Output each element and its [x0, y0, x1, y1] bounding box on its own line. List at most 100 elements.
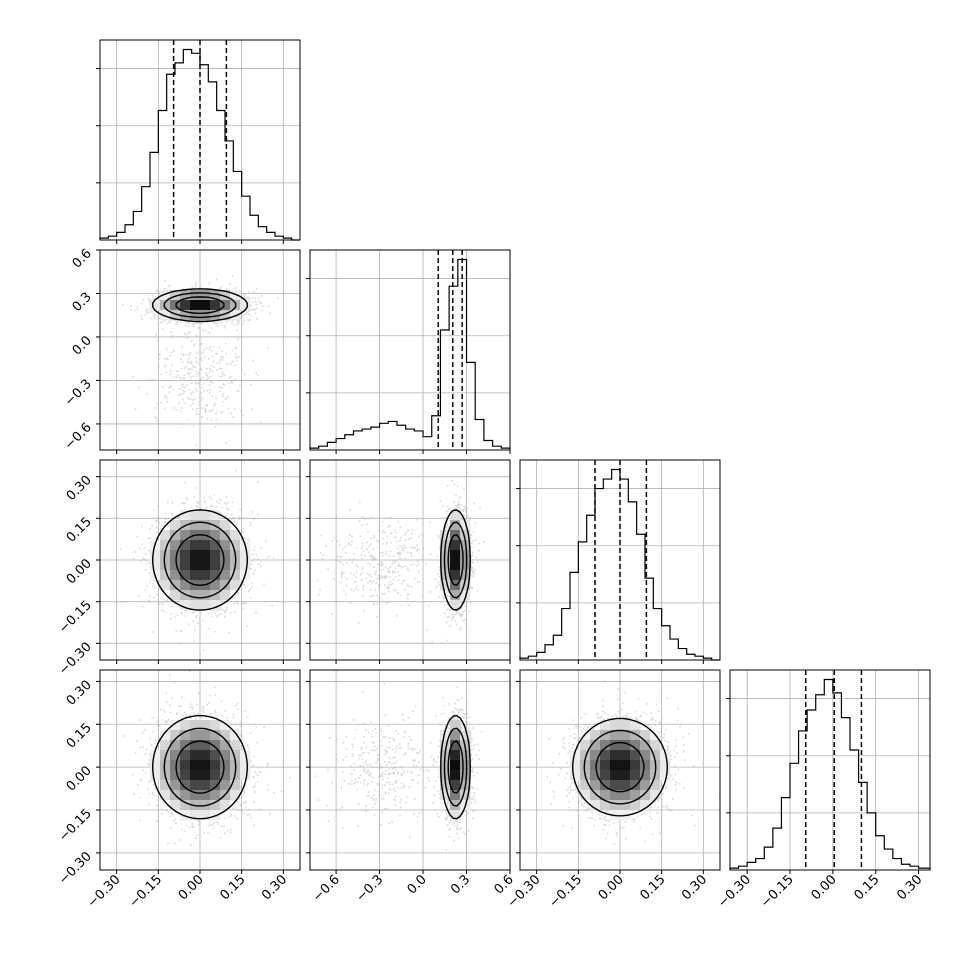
density-cell	[200, 600, 211, 611]
density-cell	[450, 810, 461, 821]
panel-content	[100, 250, 300, 450]
density-cell	[590, 770, 601, 781]
density-cell	[220, 520, 231, 531]
density-cell	[190, 740, 201, 751]
density-cell	[450, 560, 461, 571]
density-cell	[180, 600, 191, 611]
contour-line	[152, 714, 248, 820]
density-cell	[160, 570, 171, 581]
density-cell	[200, 750, 211, 761]
density-cell	[170, 720, 181, 731]
density-cell	[220, 530, 231, 541]
density-cell	[230, 750, 241, 761]
density-cell	[200, 810, 211, 821]
density-cell	[160, 760, 171, 771]
density-cell	[630, 800, 641, 811]
density-cell	[620, 780, 631, 791]
density-cell	[450, 550, 461, 561]
density-cell	[200, 510, 211, 521]
y-tick-label: 0.6	[70, 246, 95, 271]
density-cell	[600, 720, 611, 731]
y-tick-label: 0.3	[70, 290, 95, 315]
density-cell	[620, 760, 631, 771]
density-cell	[660, 770, 671, 781]
density-cell	[220, 720, 231, 731]
density-cell	[190, 720, 201, 731]
density-cell	[210, 730, 221, 741]
x-tick-label: 0.30	[259, 872, 290, 903]
y-tick-label: −0.6	[62, 420, 95, 453]
density-cell	[220, 800, 231, 811]
density-cell	[220, 750, 231, 761]
density-cell	[240, 750, 251, 761]
y-tick-label: −0.3	[62, 377, 95, 410]
density-cell	[570, 760, 581, 771]
density-cell	[210, 540, 221, 551]
density-cell	[210, 580, 221, 591]
density-cell	[210, 740, 221, 751]
x-tick-label: −0.3	[353, 872, 386, 905]
density-cell	[190, 300, 201, 311]
density-cell	[180, 790, 191, 801]
density-cell	[180, 510, 191, 521]
density-cell	[630, 750, 641, 761]
contour-line	[595, 741, 645, 793]
density-cell	[200, 560, 211, 571]
density-cell	[600, 780, 611, 791]
density-cell	[460, 560, 471, 571]
density-cell	[630, 730, 641, 741]
contour-line	[152, 509, 248, 611]
x-tick-label: 0.15	[851, 872, 882, 903]
density-cell	[150, 560, 161, 571]
density-cell	[200, 790, 211, 801]
density-cell	[620, 750, 631, 761]
density-cell	[200, 720, 211, 731]
density-cell	[220, 300, 231, 311]
density-cell	[170, 310, 181, 321]
density-cell	[170, 550, 181, 561]
density-cell	[160, 580, 171, 591]
density-cell	[190, 790, 201, 801]
density-cell	[180, 720, 191, 731]
density-cell	[170, 730, 181, 741]
contour-line	[440, 509, 471, 611]
density-cell	[180, 570, 191, 581]
density-cell	[210, 570, 221, 581]
density-cell	[610, 740, 621, 751]
density-cell	[600, 770, 611, 781]
density-cell	[180, 560, 191, 571]
density-cell	[460, 550, 471, 561]
density-cell	[170, 740, 181, 751]
density-cell	[170, 800, 181, 811]
density-cell	[220, 590, 231, 601]
density-cell	[640, 730, 651, 741]
density-cell	[630, 740, 641, 751]
panel-frame	[729, 669, 931, 871]
density-cell	[450, 570, 461, 581]
y-tick-label: −0.30	[56, 849, 95, 888]
density-cell	[190, 310, 201, 321]
density-cell	[640, 750, 651, 761]
density-cell	[620, 730, 631, 741]
density-cell	[160, 290, 171, 301]
density-cell	[240, 770, 251, 781]
density-cell	[590, 750, 601, 761]
density-cell	[200, 550, 211, 561]
density-cell	[180, 740, 191, 751]
density-cell	[170, 530, 181, 541]
density-cell	[600, 740, 611, 751]
density-cell	[450, 600, 461, 611]
density-cell	[210, 760, 221, 771]
contour-line	[163, 521, 237, 599]
density-cell	[180, 760, 191, 771]
density-cell	[240, 560, 251, 571]
density-cell	[200, 300, 211, 311]
contour-line	[447, 740, 464, 794]
density-cell	[570, 750, 581, 761]
y-tick-label: 0.30	[64, 678, 95, 709]
density-cell	[190, 290, 201, 301]
density-cell	[590, 800, 601, 811]
density-cell	[160, 540, 171, 551]
density-cell	[600, 750, 611, 761]
